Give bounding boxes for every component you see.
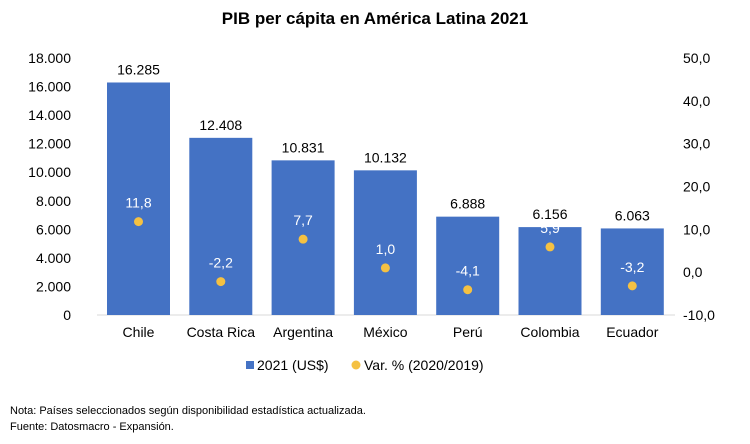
left-tick-label: 4.000 (36, 250, 71, 266)
point-value-label: -2,2 (209, 255, 233, 271)
source-text: Fuente: Datosmacro - Expansión. (10, 421, 174, 433)
point (463, 285, 473, 295)
note-text: Nota: Países seleccionados según disponi… (10, 405, 366, 417)
bar (107, 82, 170, 315)
legend: 2021 (US$) Var. % (2020/2019) (246, 357, 484, 373)
point (545, 242, 555, 252)
right-tick-label: 20,0 (683, 179, 710, 195)
category-label: México (363, 324, 408, 340)
bar-value-label: 6.063 (615, 207, 650, 223)
left-tick-label: 18.000 (28, 50, 71, 66)
bar (600, 228, 664, 315)
legend-swatch-bar (246, 361, 254, 369)
chart-title: PIB per cápita en América Latina 2021 (222, 9, 528, 28)
point (627, 281, 637, 291)
bar-value-label: 6.156 (532, 206, 567, 222)
left-tick-label: 8.000 (36, 193, 71, 209)
bar-value-label: 6.888 (450, 196, 485, 212)
point-value-label: 7,7 (293, 212, 313, 228)
point-value-label: 1,0 (376, 241, 396, 257)
bar (436, 216, 500, 315)
point (134, 217, 143, 227)
left-tick-label: 6.000 (36, 221, 71, 237)
legend-swatch-point (351, 360, 361, 370)
legend-label-bar: 2021 (US$) (257, 357, 329, 373)
category-label: Perú (453, 324, 483, 340)
right-tick-label: 50,0 (683, 50, 710, 66)
category-label: Colombia (520, 324, 579, 340)
left-tick-label: 10.000 (28, 164, 71, 180)
point-value-label: -4,1 (456, 263, 480, 279)
bar-value-label: 10.132 (364, 149, 407, 165)
point-value-label: -3,2 (620, 259, 644, 275)
left-tick-label: 12.000 (28, 136, 71, 152)
left-tick-label: 16.000 (28, 79, 71, 95)
bar (353, 170, 417, 315)
right-tick-label: 40,0 (683, 93, 710, 109)
bar (518, 227, 582, 315)
category-label: Chile (123, 324, 155, 340)
right-tick-label: 30,0 (683, 136, 710, 152)
left-tick-label: 2.000 (36, 278, 71, 294)
point (298, 234, 308, 244)
legend-label-point: Var. % (2020/2019) (364, 357, 484, 373)
category-label: Ecuador (606, 324, 658, 340)
point-value-label: 11,8 (125, 195, 151, 211)
point (380, 263, 390, 273)
left-tick-label: 0 (63, 307, 71, 323)
left-tick-label: 14.000 (28, 107, 71, 123)
category-label: Argentina (273, 324, 333, 340)
point (216, 277, 226, 287)
bar (189, 137, 253, 315)
category-label: Costa Rica (187, 324, 256, 340)
right-tick-label: 0,0 (683, 264, 703, 280)
point-value-label: 5,9 (540, 220, 560, 236)
right-tick-label: -10,0 (683, 307, 715, 323)
right-tick-label: 10,0 (683, 221, 710, 237)
bar-value-label: 12.408 (199, 117, 242, 133)
bar-value-label: 10.831 (282, 139, 325, 155)
bar-value-label: 16.285 (117, 61, 160, 77)
